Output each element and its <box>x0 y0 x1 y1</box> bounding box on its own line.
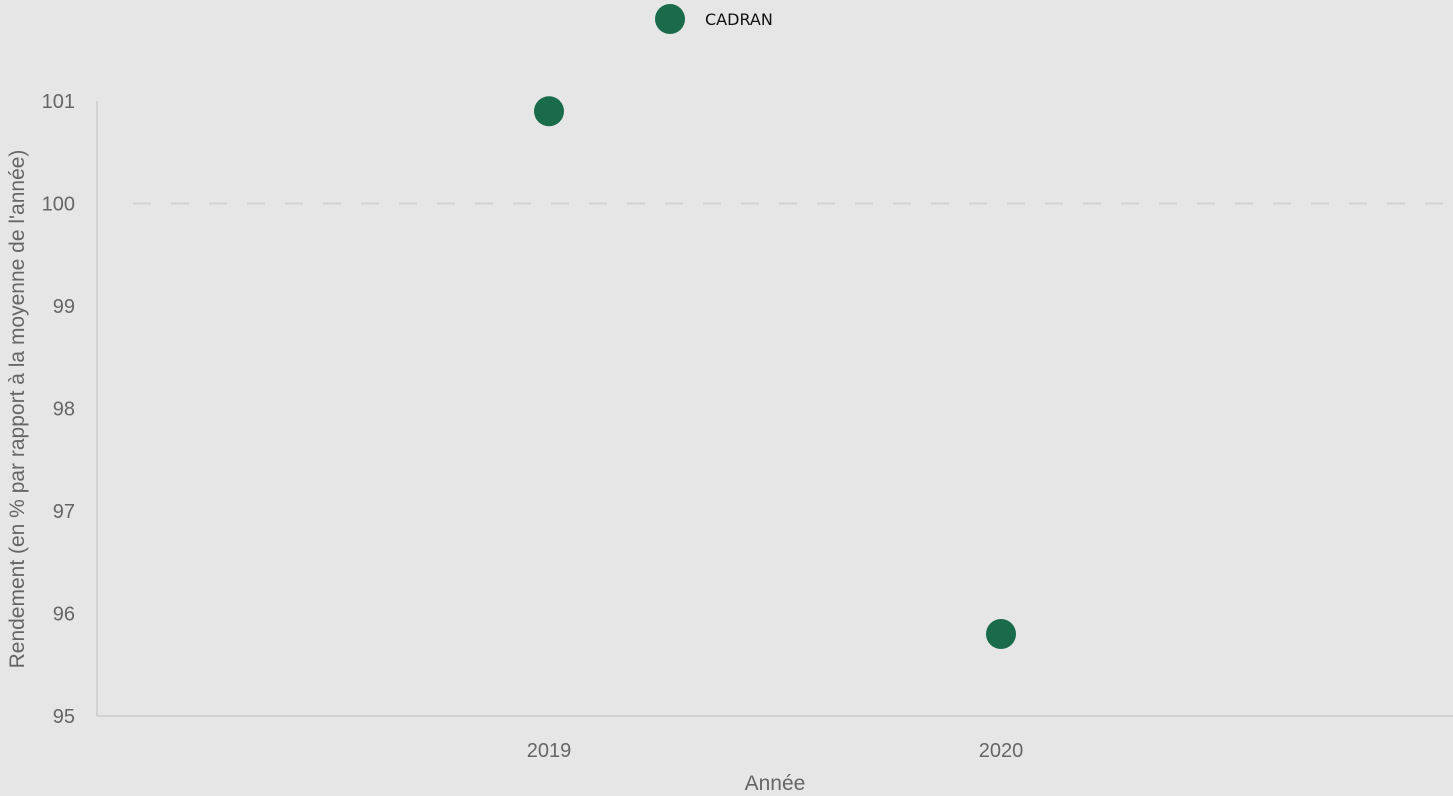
tick-labels: 95 96 97 98 99 100 101 2019 2020 <box>42 91 1024 762</box>
x-axis-title: Année <box>745 772 806 795</box>
legend[interactable]: CADRAN <box>655 4 773 34</box>
legend-label-cadran: CADRAN <box>705 10 773 29</box>
data-points <box>534 96 1016 649</box>
data-point[interactable] <box>534 96 564 127</box>
y-tick-label: 97 <box>53 501 75 523</box>
legend-marker-cadran <box>655 4 685 34</box>
y-tick-label: 98 <box>53 399 75 421</box>
y-tick-label: 99 <box>53 296 75 318</box>
x-tick-label: 2019 <box>527 740 572 762</box>
data-point[interactable] <box>986 619 1016 649</box>
y-tick-label: 96 <box>53 604 75 626</box>
axes <box>96 101 1453 717</box>
y-axis-title: Rendement (en % par rapport à la moyenne… <box>6 150 29 669</box>
x-tick-label: 2020 <box>979 740 1024 762</box>
y-tick-label: 101 <box>42 91 75 113</box>
y-tick-label: 95 <box>53 706 75 728</box>
y-tick-label: 100 <box>42 194 75 216</box>
